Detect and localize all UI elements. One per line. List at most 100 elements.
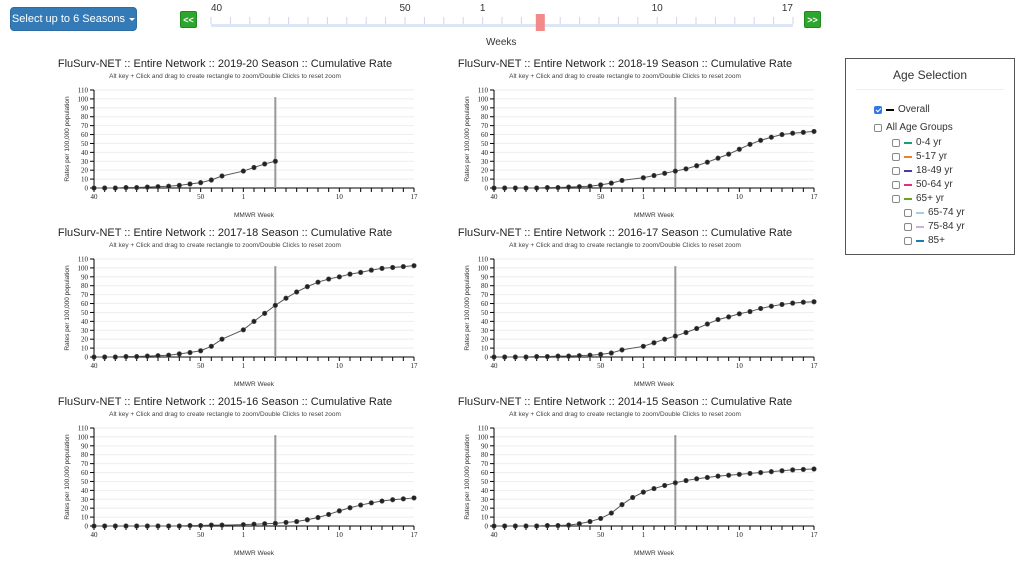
age-option[interactable]: 18-49 yr bbox=[892, 164, 953, 177]
age-option[interactable]: 75-84 yr bbox=[904, 220, 965, 233]
x-tick-label: 17 bbox=[811, 531, 819, 539]
x-tick-label: 10 bbox=[736, 531, 744, 539]
x-tick-label: 40 bbox=[91, 193, 99, 201]
y-tick-label: 100 bbox=[478, 264, 489, 272]
data-point bbox=[694, 163, 700, 169]
data-point bbox=[91, 354, 97, 360]
data-point bbox=[758, 469, 764, 476]
age-option[interactable]: 5-17 yr bbox=[892, 150, 947, 163]
previous-week-button[interactable]: << bbox=[180, 11, 197, 28]
y-tick-label: 50 bbox=[81, 478, 89, 486]
y-tick-label: 0 bbox=[85, 185, 89, 193]
y-tick-label: 110 bbox=[78, 425, 89, 433]
checkbox[interactable] bbox=[904, 236, 912, 245]
data-point bbox=[662, 170, 668, 176]
x-tick-label: 10 bbox=[736, 193, 744, 201]
next-week-button[interactable]: >> bbox=[804, 11, 821, 28]
legend-swatch-icon bbox=[904, 197, 912, 200]
data-point bbox=[347, 505, 353, 511]
y-tick-label: 70 bbox=[81, 122, 89, 130]
chart-2019-20[interactable]: FluSurv-NET :: Entire Network :: 2019-20… bbox=[25, 58, 425, 226]
chart-2015-16[interactable]: FluSurv-NET :: Entire Network :: 2015-16… bbox=[25, 396, 425, 564]
age-option-label: 18-49 yr bbox=[916, 165, 953, 176]
checkbox[interactable] bbox=[904, 208, 912, 217]
slider-tick-label: 10 bbox=[652, 3, 664, 14]
data-point bbox=[358, 269, 364, 275]
data-point bbox=[640, 489, 646, 495]
y-tick-label: 90 bbox=[481, 104, 489, 112]
data-point bbox=[187, 181, 193, 187]
y-tick-label: 40 bbox=[81, 487, 89, 495]
age-option[interactable]: 65-74 yr bbox=[904, 206, 965, 219]
data-point bbox=[272, 520, 278, 526]
chart-2016-17[interactable]: FluSurv-NET :: Entire Network :: 2016-17… bbox=[425, 227, 825, 395]
data-point bbox=[176, 182, 182, 188]
x-tick-label: 17 bbox=[411, 193, 419, 201]
y-tick-label: 20 bbox=[481, 336, 489, 344]
checkbox[interactable] bbox=[892, 152, 900, 161]
checkbox[interactable] bbox=[892, 166, 900, 175]
data-point bbox=[736, 311, 742, 317]
select-seasons-button[interactable]: Select up to 6 Seasons bbox=[10, 7, 137, 31]
data-point bbox=[491, 523, 497, 529]
y-tick-label: 30 bbox=[481, 158, 489, 166]
x-axis-label: MMWR Week bbox=[634, 381, 675, 388]
legend-swatch-icon bbox=[916, 239, 924, 242]
checkbox[interactable] bbox=[874, 105, 882, 114]
data-point bbox=[619, 502, 625, 508]
data-point bbox=[102, 185, 108, 191]
data-point bbox=[251, 521, 257, 527]
x-tick-label: 10 bbox=[336, 193, 344, 201]
data-point bbox=[704, 159, 710, 165]
data-point bbox=[411, 263, 417, 269]
data-point bbox=[326, 276, 332, 282]
slider-tick-label: 50 bbox=[399, 3, 411, 14]
data-point bbox=[134, 523, 140, 529]
data-point bbox=[123, 523, 129, 529]
data-point bbox=[534, 353, 540, 360]
age-option[interactable]: 85+ bbox=[904, 234, 945, 247]
data-point bbox=[502, 523, 508, 529]
data-point bbox=[144, 184, 150, 190]
data-point bbox=[598, 351, 604, 357]
checkbox[interactable] bbox=[892, 138, 900, 147]
data-point bbox=[619, 347, 625, 353]
age-option[interactable]: Overall bbox=[874, 103, 930, 116]
chart-subtitle: Alt key + Click and drag to create recta… bbox=[109, 73, 341, 80]
data-point bbox=[566, 522, 572, 528]
y-axis-label: Rates per 100,000 population bbox=[64, 434, 71, 520]
age-option[interactable]: 0-4 yr bbox=[892, 136, 942, 149]
data-point bbox=[608, 510, 614, 516]
data-point bbox=[219, 522, 225, 528]
y-tick-label: 100 bbox=[478, 433, 489, 441]
week-slider[interactable]: 40 50 1 10 17 bbox=[200, 0, 800, 50]
y-tick-label: 0 bbox=[485, 523, 489, 531]
age-option[interactable]: 50-64 yr bbox=[892, 178, 953, 191]
checkbox[interactable] bbox=[892, 180, 900, 189]
divider bbox=[856, 89, 1004, 90]
x-tick-label: 1 bbox=[242, 531, 246, 539]
checkbox[interactable] bbox=[874, 123, 882, 132]
checkbox[interactable] bbox=[904, 222, 912, 231]
chart-2017-18[interactable]: FluSurv-NET :: Entire Network :: 2017-18… bbox=[25, 227, 425, 395]
chart-2018-19[interactable]: FluSurv-NET :: Entire Network :: 2018-19… bbox=[425, 58, 825, 226]
x-tick-label: 17 bbox=[811, 362, 819, 370]
data-point bbox=[400, 496, 406, 502]
data-point bbox=[640, 343, 646, 349]
x-axis-label: MMWR Week bbox=[234, 381, 275, 388]
age-option[interactable]: 65+ yr bbox=[892, 192, 944, 205]
x-tick-label: 10 bbox=[736, 362, 744, 370]
chart-2014-15[interactable]: FluSurv-NET :: Entire Network :: 2014-15… bbox=[425, 396, 825, 564]
data-point bbox=[336, 508, 342, 514]
data-point bbox=[262, 521, 268, 527]
y-tick-label: 90 bbox=[481, 273, 489, 281]
data-point bbox=[368, 500, 374, 506]
x-tick-label: 17 bbox=[411, 362, 419, 370]
data-point bbox=[726, 472, 732, 478]
data-point bbox=[102, 523, 108, 529]
slider-handle[interactable] bbox=[535, 14, 545, 31]
x-tick-label: 50 bbox=[197, 193, 205, 201]
age-option[interactable]: All Age Groups bbox=[874, 121, 953, 134]
checkbox[interactable] bbox=[892, 194, 900, 203]
series-line-overall bbox=[94, 160, 276, 189]
